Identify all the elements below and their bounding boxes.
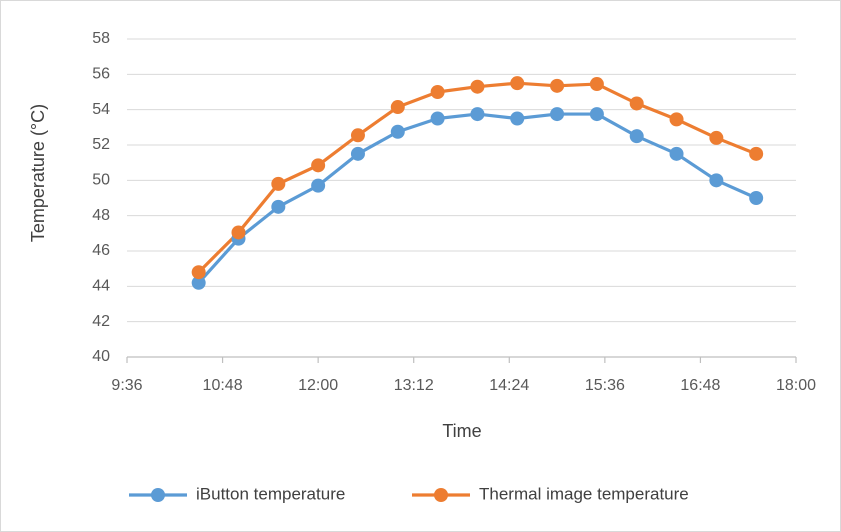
data-point-ibutton (311, 178, 326, 193)
x-tick-label: 16:48 (680, 377, 720, 394)
data-point-thermal (669, 112, 684, 127)
legend-item-ibutton: iButton temperature (129, 484, 345, 503)
data-point-ibutton (709, 173, 724, 188)
data-point-thermal (589, 77, 604, 92)
data-point-thermal (191, 265, 206, 280)
data-point-thermal (629, 96, 644, 111)
y-tick-label: 50 (92, 172, 110, 189)
gridlines (127, 38, 796, 323)
data-point-thermal (311, 158, 326, 173)
legend: iButton temperature Thermal image temper… (129, 484, 689, 503)
data-point-thermal (550, 78, 565, 93)
x-axis-title: Time (442, 421, 481, 441)
data-point-thermal (430, 85, 445, 99)
data-point-ibutton (470, 107, 485, 122)
axes (126, 356, 797, 363)
x-tick-label: 15:36 (585, 377, 625, 394)
data-point-ibutton (191, 275, 206, 290)
data-point-thermal (510, 76, 525, 91)
series-line-ibutton (197, 112, 757, 284)
legend-marker-ibutton (151, 488, 165, 502)
x-tick-label: 13:12 (394, 377, 434, 394)
y-tick-label: 40 (92, 348, 110, 365)
y-tick-label: 48 (92, 207, 110, 224)
x-tick-label: 9:36 (111, 377, 142, 394)
data-point-ibutton (430, 111, 445, 126)
data-point-thermal (350, 128, 365, 143)
data-point-ibutton (271, 199, 286, 214)
legend-marker-thermal (434, 488, 448, 502)
data-point-ibutton (390, 124, 405, 139)
y-tick-label: 52 (92, 136, 110, 153)
data-point-ibutton (749, 191, 764, 205)
x-tick-labels: 9:36 10:48 12:00 13:12 14:24 15:36 16:48 18:00 (111, 377, 816, 394)
data-point-thermal (271, 176, 286, 191)
data-point-thermal (470, 79, 485, 94)
y-tick-label: 46 (92, 242, 110, 259)
legend-label-thermal: Thermal image temperature (479, 484, 689, 503)
x-tick-label: 14:24 (489, 377, 529, 394)
y-axis-title: Temperature (°C) (28, 104, 48, 242)
data-point-ibutton (510, 111, 525, 126)
y-tick-label: 56 (92, 66, 110, 83)
data-point-thermal (709, 130, 724, 145)
y-tick-label: 54 (92, 101, 110, 118)
data-point-ibutton (669, 146, 684, 161)
data-point-ibutton (550, 107, 565, 122)
legend-item-thermal: Thermal image temperature (412, 484, 689, 503)
data-point-ibutton (350, 146, 365, 161)
y-tick-label: 58 (92, 30, 110, 47)
y-tick-label: 42 (92, 313, 110, 330)
x-tick-label: 12:00 (298, 377, 338, 394)
y-tick-labels: 40 42 44 46 48 50 52 54 56 58 (92, 30, 110, 365)
data-point-ibutton (629, 129, 644, 144)
data-point-ibutton (589, 107, 604, 122)
data-point-thermal (749, 146, 764, 161)
x-tick-label: 18:00 (776, 377, 816, 394)
y-tick-label: 44 (92, 278, 110, 295)
data-point-thermal (231, 225, 246, 240)
legend-label-ibutton: iButton temperature (196, 484, 345, 503)
x-tick-label: 10:48 (203, 377, 243, 394)
series-markers (191, 76, 764, 290)
data-point-thermal (390, 100, 405, 115)
